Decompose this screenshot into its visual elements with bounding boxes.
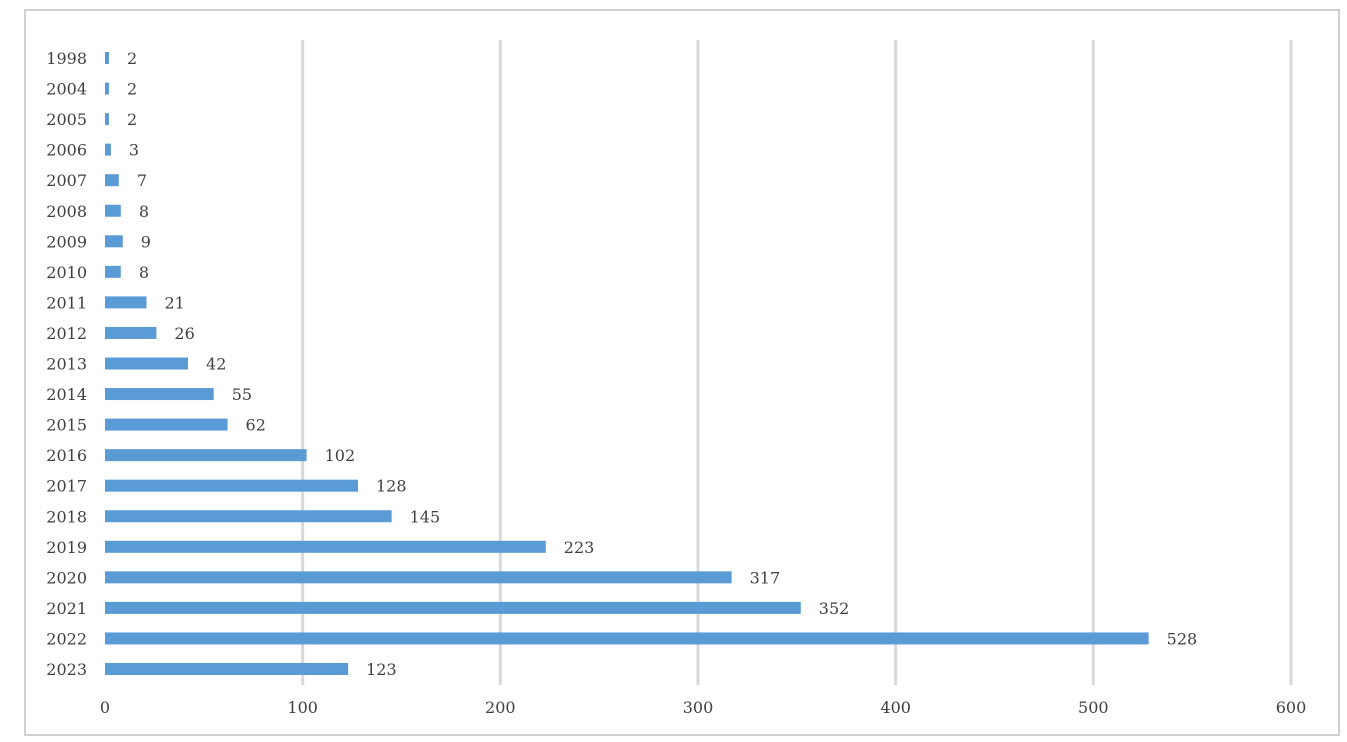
bar-2020 bbox=[105, 571, 732, 584]
bar-2023 bbox=[105, 663, 349, 675]
bar-2007 bbox=[105, 174, 119, 187]
data-label: 317 bbox=[750, 568, 781, 587]
bar-2015 bbox=[105, 418, 228, 431]
y-category-label: 2018 bbox=[46, 507, 87, 526]
bar-2008 bbox=[105, 204, 121, 217]
x-tick-label: 100 bbox=[287, 698, 318, 717]
bar-2014 bbox=[105, 388, 214, 401]
data-label: 102 bbox=[325, 446, 356, 465]
value-axis: 0 100 200 300 400 500 600 bbox=[100, 698, 1306, 717]
x-tick-label: 400 bbox=[880, 698, 911, 717]
data-label: 62 bbox=[246, 416, 266, 435]
data-label: 2 bbox=[127, 80, 137, 99]
y-category-label: 2021 bbox=[46, 599, 87, 618]
bar-2017 bbox=[105, 479, 359, 492]
x-tick-label: 0 bbox=[100, 698, 110, 717]
y-category-label: 2012 bbox=[46, 324, 87, 343]
y-category-label: 1998 bbox=[46, 49, 87, 68]
y-category-label: 2017 bbox=[46, 477, 87, 496]
bar-2010 bbox=[105, 265, 121, 278]
data-label: 26 bbox=[174, 324, 194, 343]
x-tick-label: 200 bbox=[485, 698, 516, 717]
y-category-label: 2010 bbox=[46, 263, 87, 282]
y-category-label: 2013 bbox=[46, 355, 87, 374]
bar-2022 bbox=[105, 632, 1149, 645]
data-label: 8 bbox=[139, 202, 149, 221]
data-label: 145 bbox=[410, 507, 441, 526]
data-label: 7 bbox=[137, 171, 147, 190]
data-label: 128 bbox=[376, 477, 407, 496]
data-label: 8 bbox=[139, 263, 149, 282]
y-category-label: 2019 bbox=[46, 538, 87, 557]
bar-2019 bbox=[105, 540, 546, 553]
bar-1998 bbox=[105, 52, 109, 64]
bar-2005 bbox=[105, 113, 109, 126]
data-label: 123 bbox=[366, 660, 397, 679]
bar-2006 bbox=[105, 143, 111, 156]
data-label: 42 bbox=[206, 355, 226, 374]
y-category-label: 2005 bbox=[46, 110, 87, 129]
y-category-label: 2020 bbox=[46, 568, 87, 587]
bar-2021 bbox=[105, 601, 801, 614]
x-tick-label: 600 bbox=[1276, 698, 1307, 717]
y-category-label: 2006 bbox=[46, 141, 87, 160]
grid-lines bbox=[301, 40, 1293, 685]
y-category-label: 2015 bbox=[46, 416, 87, 435]
y-category-label: 2023 bbox=[46, 660, 87, 679]
data-label: 528 bbox=[1167, 629, 1198, 648]
y-category-label: 2011 bbox=[46, 293, 87, 312]
y-category-label: 2022 bbox=[46, 629, 87, 648]
chart-frame: 2 2 2 3 7 8 9 8 21 26 42 55 62 102 128 145 223 317 352 528 1… bbox=[24, 9, 1340, 736]
y-category-label: 2004 bbox=[46, 80, 87, 99]
x-tick-label: 500 bbox=[1078, 698, 1109, 717]
y-category-label: 2007 bbox=[46, 171, 87, 190]
bar-2013 bbox=[105, 357, 189, 370]
bar-2018 bbox=[105, 510, 392, 523]
data-labels: 2223789821264255621021281452233173525281… bbox=[127, 49, 1197, 679]
data-label: 223 bbox=[564, 538, 595, 557]
data-label: 55 bbox=[232, 385, 252, 404]
category-axis: 1998 2004 2005 2006 2007 2008 2009 2010 2011 2012… bbox=[46, 49, 87, 679]
data-label: 2 bbox=[127, 49, 137, 68]
data-label: 3 bbox=[129, 141, 139, 160]
bars bbox=[105, 52, 1149, 675]
data-label: 2 bbox=[127, 110, 137, 129]
data-label: 9 bbox=[141, 232, 151, 251]
bar-2012 bbox=[105, 326, 157, 339]
y-category-label: 2008 bbox=[46, 202, 87, 221]
y-category-label: 2009 bbox=[46, 232, 87, 251]
bar-2011 bbox=[105, 296, 147, 309]
bar-2004 bbox=[105, 82, 109, 95]
data-label: 21 bbox=[165, 293, 185, 312]
y-category-label: 2014 bbox=[46, 385, 87, 404]
bar-2009 bbox=[105, 235, 123, 248]
data-label: 352 bbox=[819, 599, 850, 618]
x-tick-label: 300 bbox=[683, 698, 714, 717]
bar-2016 bbox=[105, 449, 307, 462]
y-category-label: 2016 bbox=[46, 446, 87, 465]
